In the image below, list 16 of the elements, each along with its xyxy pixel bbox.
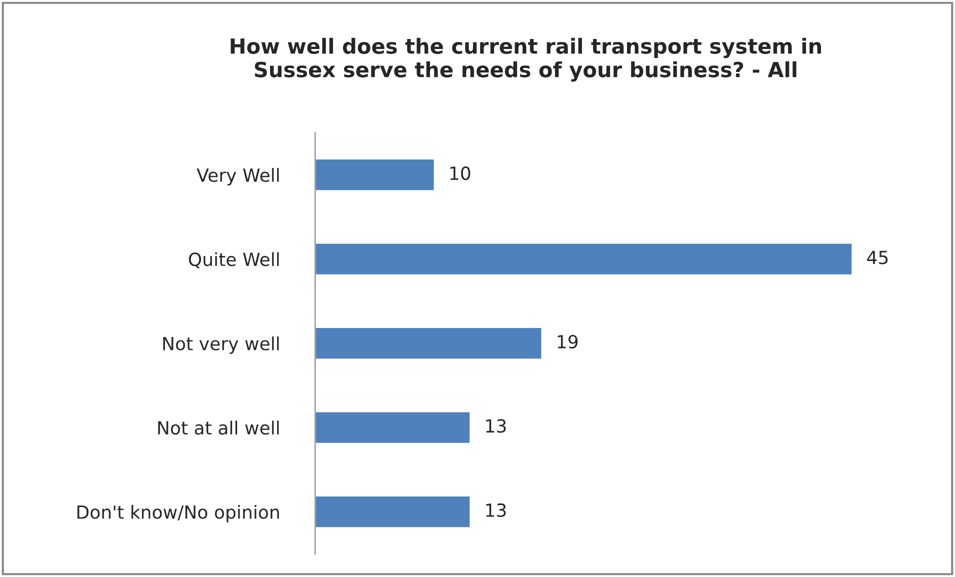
y-tick-label: Not at all well <box>158 420 279 435</box>
data-label: 45 <box>867 250 888 264</box>
bar <box>315 158 436 192</box>
data-label: 13 <box>486 503 506 518</box>
y-tick-label: Don't know/No opinion <box>77 504 279 522</box>
bar <box>315 242 854 276</box>
y-tick-label: Quite Well <box>188 252 279 268</box>
bar <box>315 495 472 528</box>
y-tick-label: Very Well <box>196 168 279 186</box>
data-label: 10 <box>450 166 470 180</box>
chart-title: How well does the current rail transport system in Sussex serve the needs of your business? - All <box>230 38 821 82</box>
data-label: 19 <box>558 334 578 349</box>
bar <box>315 326 543 360</box>
bar <box>315 410 472 444</box>
y-tick-label: Not very well <box>163 336 279 354</box>
data-label: 13 <box>486 419 506 433</box>
